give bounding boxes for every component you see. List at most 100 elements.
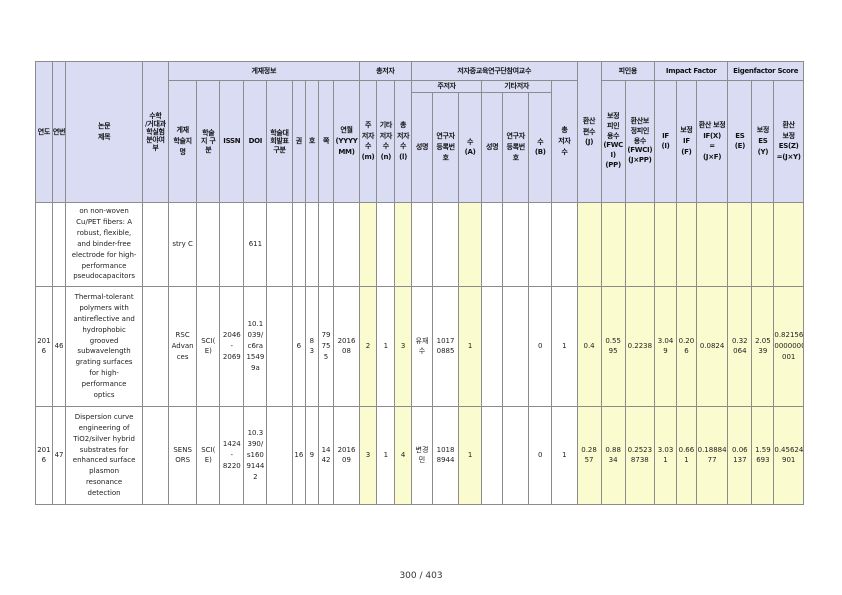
- cell-fwci: 0.88 34: [600, 405, 626, 505]
- col-converted: 환산 편수 (J): [576, 61, 602, 203]
- cell-title: Thermal-tolerant polymers with antirefle…: [65, 285, 143, 407]
- cell-count-b: [528, 201, 553, 287]
- cell-other-authors: [376, 201, 396, 287]
- col-other-name: 성명: [481, 91, 504, 203]
- cell-seq: 47: [51, 405, 67, 505]
- group-publication: 게재정보: [167, 61, 360, 81]
- table-row: 201 6 47 Dispersion curve engineering of T…: [35, 405, 804, 505]
- cell-main-regno: 1017 0885: [431, 285, 460, 407]
- col-total-authors: 총 저자 수 (l): [394, 80, 412, 203]
- sub-other-author: 기타저자: [481, 80, 553, 93]
- cell-pages: 14 42: [317, 405, 335, 505]
- cell-if: 3.03 1: [654, 405, 677, 505]
- cell-count-a: 1: [458, 285, 483, 407]
- col-main-name: 성명: [411, 91, 433, 203]
- research-table: 연도 연번 논문 제목 수학 /거대과 학실험 분야여 부 게재정보 총저자 저…: [35, 61, 804, 505]
- cell-other-name: [481, 285, 504, 407]
- cell-total-authors: [394, 201, 412, 287]
- table-row: 201 6 46 Thermal-tolerant polymers with an…: [35, 285, 804, 407]
- cell-issn: [219, 201, 245, 287]
- col-count-a: 수 (A): [458, 91, 483, 203]
- cell-converted-if: 0.18884 77: [695, 405, 729, 505]
- cell-doi: 10.3 390/ s160 9144 2: [243, 405, 268, 505]
- cell-converted-citations: [624, 201, 656, 287]
- col-main-authors: 주 저자 수 (m): [358, 80, 378, 203]
- cell-es: 0.06 137: [727, 405, 753, 505]
- cell-yearmonth: 2016 08: [333, 285, 360, 407]
- col-year: 연도: [35, 61, 53, 203]
- col-count-b: 수 (B): [528, 91, 553, 203]
- cell-title: Dispersion curve engineering of TiO2/sil…: [65, 405, 143, 505]
- col-adjusted-es: 보정 ES (Y): [751, 80, 775, 203]
- col-main-regno: 연구자 등록번 호: [431, 91, 460, 203]
- cell-adjusted-es: 1.59 693: [751, 405, 775, 505]
- cell-total-count: 1: [551, 285, 578, 407]
- cell-math: [141, 285, 169, 407]
- col-fwci: 보정 피인 용수 (FWC I) (PP): [600, 80, 626, 203]
- cell-math: [141, 405, 169, 505]
- cell-journal-class: [196, 201, 221, 287]
- cell-converted-if: [695, 201, 729, 287]
- cell-main-regno: 1018 8944: [431, 405, 460, 505]
- cell-univ-journal: [266, 201, 293, 287]
- cell-main-authors: 2: [358, 285, 378, 407]
- cell-converted-es: [773, 201, 804, 287]
- col-converted-if: 환산 보정 IF(X) = (J×F): [695, 80, 729, 203]
- sub-main-author: 주저자: [410, 80, 483, 93]
- cell-doi: 611: [243, 201, 268, 287]
- col-issue: 호: [305, 80, 319, 203]
- cell-es: 0.32 064: [727, 285, 753, 407]
- cell-doi: 10.1 039/ c6ra 1549 9a: [243, 285, 268, 407]
- col-journal: 게재 학술지 명: [167, 80, 198, 203]
- cell-yearmonth: 2016 09: [333, 405, 360, 505]
- cell-seq: [51, 201, 67, 287]
- cell-adjusted-if: 0.20 6: [675, 285, 697, 407]
- cell-title: on non-woven Cu/PET fibers: A robust, fl…: [65, 201, 143, 287]
- col-seq: 연번: [51, 61, 67, 203]
- cell-year: [35, 201, 53, 287]
- cell-other-regno: [502, 405, 530, 505]
- cell-fwci: 0.55 95: [600, 285, 626, 407]
- cell-other-regno: [502, 201, 530, 287]
- col-title: 논문 제목: [65, 61, 143, 203]
- cell-other-authors: 1: [376, 405, 396, 505]
- group-eigenfactor: Eigenfactor Score: [727, 61, 804, 81]
- col-math: 수학 /거대과 학실험 분야여 부: [141, 61, 169, 203]
- cell-converted-if: 0.0824: [695, 285, 729, 407]
- cell-pages: 79 75 5: [317, 285, 335, 407]
- cell-journal-class: SCI( E): [196, 405, 221, 505]
- col-volume: 권: [291, 80, 307, 203]
- cell-issue: 8 3: [305, 285, 319, 407]
- cell-issue: 9: [305, 405, 319, 505]
- cell-converted-citations: 0.2238: [624, 285, 656, 407]
- cell-other-regno: [502, 285, 530, 407]
- col-yearmonth: 연월 (YYYY MM): [333, 80, 360, 203]
- cell-total-authors: 3: [394, 285, 412, 407]
- cell-volume: [291, 201, 307, 287]
- col-other-authors: 기타 저자 수 (n): [376, 80, 396, 203]
- cell-total-count: 1: [551, 405, 578, 505]
- col-issn: ISSN: [219, 80, 245, 203]
- cell-adjusted-es: 2.05 39: [751, 285, 775, 407]
- cell-year: 201 6: [35, 285, 53, 407]
- group-citations: 피인용: [600, 61, 656, 81]
- cell-yearmonth: [333, 201, 360, 287]
- cell-main-name: 유재 수: [411, 285, 433, 407]
- cell-converted: [576, 201, 602, 287]
- group-impact-factor: Impact Factor: [653, 61, 729, 81]
- cell-es: [727, 201, 753, 287]
- cell-journal: stry C: [167, 201, 198, 287]
- cell-fwci: [600, 201, 626, 287]
- cell-adjusted-if: 0.66 1: [675, 405, 697, 505]
- cell-journal: RSC Advan ces: [167, 285, 198, 407]
- col-other-regno: 연구자 등록번 호: [502, 91, 530, 203]
- cell-converted: 0.4: [576, 285, 602, 407]
- cell-total-authors: 4: [394, 405, 412, 505]
- page-number: 300 / 403: [399, 571, 443, 581]
- cell-count-a: 1: [458, 405, 483, 505]
- table-row: on non-woven Cu/PET fibers: A robust, fl…: [35, 201, 804, 287]
- cell-main-name: [411, 201, 433, 287]
- cell-if: [654, 201, 677, 287]
- col-doi: DOI: [243, 80, 268, 203]
- cell-pages: [317, 201, 335, 287]
